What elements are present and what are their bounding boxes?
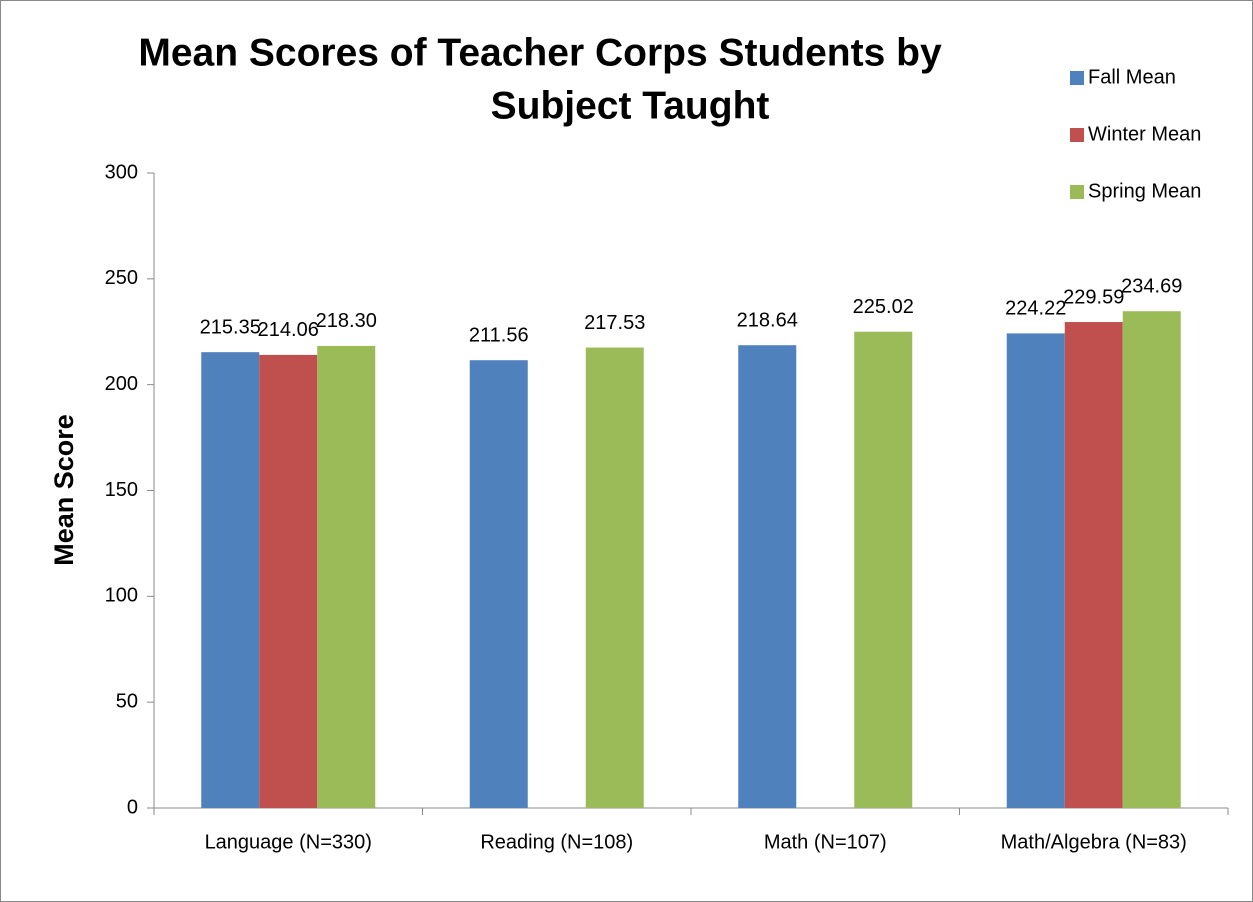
y-tick-label: 50 — [116, 690, 138, 712]
bar — [585, 347, 644, 808]
legend-label: Spring Mean — [1088, 180, 1201, 202]
y-tick-label: 250 — [105, 267, 138, 289]
data-label: 225.02 — [853, 296, 914, 318]
x-tick-label: Math (N=107) — [764, 831, 887, 853]
bar — [854, 331, 913, 808]
y-tick-label: 300 — [105, 161, 138, 183]
data-label: 224.22 — [1005, 298, 1066, 320]
data-label: 229.59 — [1063, 286, 1124, 308]
data-label: 218.30 — [316, 310, 377, 332]
bar — [317, 345, 376, 808]
bar — [259, 354, 318, 808]
chart-title: Mean Scores of Teacher Corps Students by — [138, 31, 942, 74]
x-tick-label: Reading (N=108) — [480, 831, 633, 853]
y-tick-label: 100 — [105, 585, 138, 607]
legend-swatch — [1070, 128, 1084, 142]
bar — [1122, 311, 1181, 808]
bar — [1006, 333, 1065, 808]
chart-title: Subject Taught — [491, 84, 770, 127]
bar — [201, 352, 260, 808]
data-label: 214.06 — [258, 319, 319, 341]
data-label: 218.64 — [737, 309, 798, 331]
bar — [469, 360, 528, 808]
bar — [738, 345, 797, 808]
x-tick-label: Math/Algebra (N=83) — [1001, 831, 1187, 853]
legend-label: Winter Mean — [1088, 123, 1201, 145]
data-label: 211.56 — [469, 324, 529, 346]
data-label: 215.35 — [200, 316, 261, 338]
legend-swatch — [1070, 185, 1084, 199]
legend-swatch — [1070, 71, 1084, 85]
legend-label: Fall Mean — [1088, 66, 1176, 88]
y-tick-label: 200 — [105, 373, 138, 395]
x-tick-label: Language (N=330) — [205, 831, 372, 853]
y-tick-label: 0 — [127, 796, 138, 818]
y-axis-label: Mean Score — [49, 414, 79, 566]
y-tick-label: 150 — [105, 479, 138, 501]
data-label: 234.69 — [1121, 276, 1182, 298]
data-label: 217.53 — [584, 312, 645, 334]
bar — [1064, 322, 1123, 808]
